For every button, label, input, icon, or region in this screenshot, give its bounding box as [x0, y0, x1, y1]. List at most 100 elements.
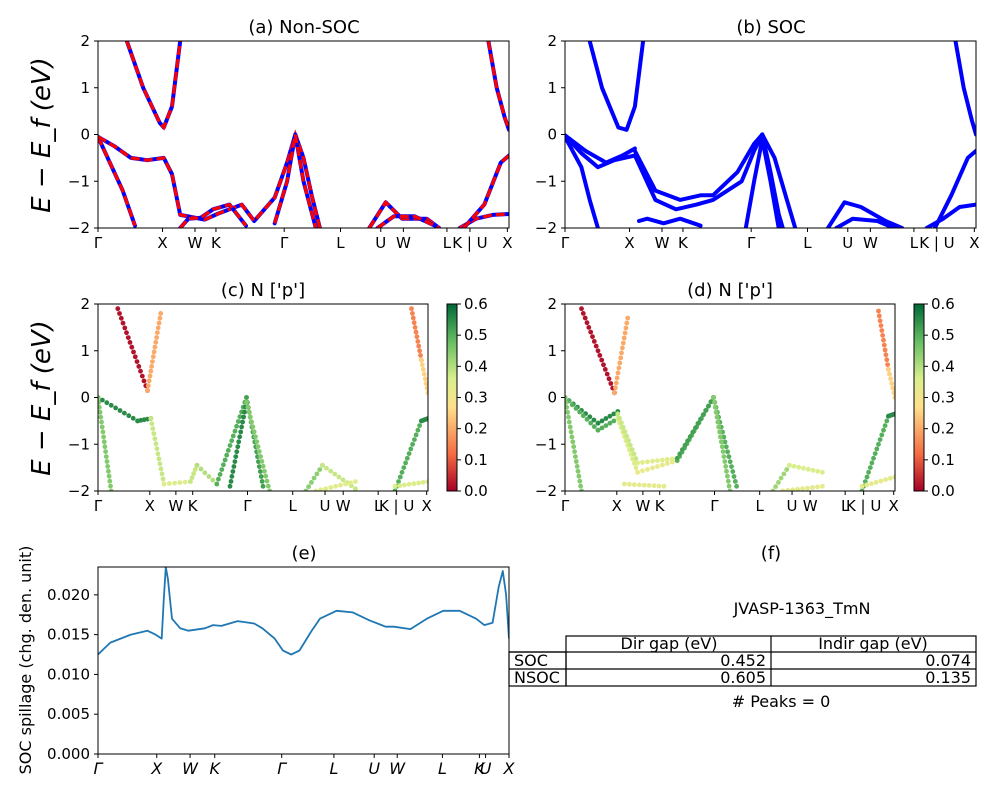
scatter-point — [725, 478, 731, 484]
scatter-point — [236, 439, 242, 445]
scatter-point — [685, 438, 690, 444]
spillage-series — [98, 567, 509, 656]
scatter-point — [603, 423, 609, 428]
scatter-point — [576, 473, 582, 479]
scatter-point — [565, 395, 568, 400]
x-tick-label: W — [655, 234, 670, 252]
scatter-point — [719, 444, 725, 450]
scatter-point — [573, 454, 578, 459]
scatter-point — [722, 459, 728, 464]
scatter-point — [148, 416, 154, 421]
scatter-point — [640, 460, 645, 465]
scatter-point — [402, 482, 407, 488]
band-lines — [565, 41, 976, 228]
scatter-point — [256, 464, 262, 469]
scatter-point — [878, 323, 884, 328]
x-tick-label: X — [503, 759, 516, 778]
x-tick-label: X — [612, 497, 622, 515]
y-tick-label: 2 — [80, 32, 90, 50]
scatter-point — [622, 429, 628, 435]
scatter-point — [867, 465, 873, 470]
x-tick-label: Γ — [94, 497, 103, 515]
y-tick-label: −2 — [68, 219, 90, 237]
scatter-point — [635, 460, 640, 466]
scatter-point — [805, 466, 811, 472]
scatter-point — [730, 469, 736, 474]
scatter-point — [225, 448, 231, 453]
scatter-point — [650, 458, 655, 464]
scatter-point — [727, 459, 733, 465]
scatter-point — [182, 479, 188, 485]
x-tick-label: K — [188, 497, 199, 515]
scatter-point — [566, 419, 572, 425]
scatter-point — [869, 460, 875, 466]
scatter-point — [661, 483, 667, 489]
plot-frame — [97, 303, 429, 492]
table-row-label: SOC — [514, 651, 548, 670]
scatter-point — [98, 409, 103, 415]
x-tick-label: K | U — [452, 234, 487, 252]
scatter-point — [155, 330, 160, 335]
y-tick-label: 2 — [80, 295, 90, 313]
scatter-point — [624, 433, 630, 439]
panel-c-ylabel: E − E_f (eV) — [27, 320, 57, 476]
x-tick-label: W — [863, 234, 878, 252]
scatter-point — [584, 320, 590, 326]
scatter-point — [879, 432, 885, 438]
scatter-point — [99, 419, 104, 425]
plot-frame — [97, 566, 510, 755]
table-header-dir: Dir gap (eV) — [621, 634, 718, 653]
scatter-point — [590, 334, 595, 340]
scatter-point — [773, 484, 778, 490]
scatter-point — [620, 424, 626, 430]
scatter-point — [130, 415, 136, 421]
band-line — [587, 41, 646, 132]
scatter-point — [568, 429, 574, 435]
scatter-point — [622, 330, 628, 336]
scatter-point — [646, 483, 652, 488]
scatter-point — [125, 335, 131, 340]
scatter-point — [621, 335, 627, 341]
scatter-point — [145, 388, 150, 393]
scatter-point — [328, 485, 334, 490]
band-line — [932, 148, 976, 228]
scatter-point — [869, 481, 874, 487]
scatter-point — [616, 365, 622, 371]
scatter-point — [612, 390, 617, 396]
x-tick-label: W — [389, 759, 406, 778]
scatter-point — [604, 371, 610, 377]
scatter-point — [234, 423, 240, 429]
scatter-point — [714, 414, 720, 420]
x-tick-label: K — [474, 759, 486, 778]
scatter-point — [244, 399, 249, 405]
scatter-point — [155, 451, 161, 457]
x-tick-label: X — [624, 234, 634, 252]
scatter-point — [703, 408, 709, 413]
scatter-point — [406, 451, 412, 456]
x-tick-label: L — [336, 234, 345, 252]
scatter-point — [787, 462, 792, 468]
x-tick-label: L — [374, 497, 383, 515]
band-line — [760, 132, 798, 228]
scatter-point — [397, 483, 403, 489]
panel-d-colorbar: 0.0 0.1 0.2 0.3 0.4 0.5 0.6 — [913, 295, 955, 500]
scatter-point — [219, 467, 225, 472]
scatter-point — [328, 468, 334, 474]
scatter-point — [565, 409, 570, 415]
y-tick-label: 1 — [80, 342, 90, 360]
scatter-point — [139, 373, 145, 379]
x-tick-label: L — [910, 234, 919, 252]
scatter-point — [416, 343, 422, 349]
scatter-point — [889, 381, 895, 386]
scatter-point — [161, 481, 167, 487]
band-line-nsoc — [376, 214, 436, 228]
scatter-point — [883, 477, 888, 482]
scatter-point — [419, 362, 425, 368]
scatter-point — [878, 478, 884, 484]
scatter-point — [726, 483, 732, 489]
scatter-point — [229, 474, 235, 479]
y-tick-label: 0.015 — [47, 626, 90, 644]
scatter-point — [631, 451, 637, 457]
scatter-point — [888, 376, 893, 382]
